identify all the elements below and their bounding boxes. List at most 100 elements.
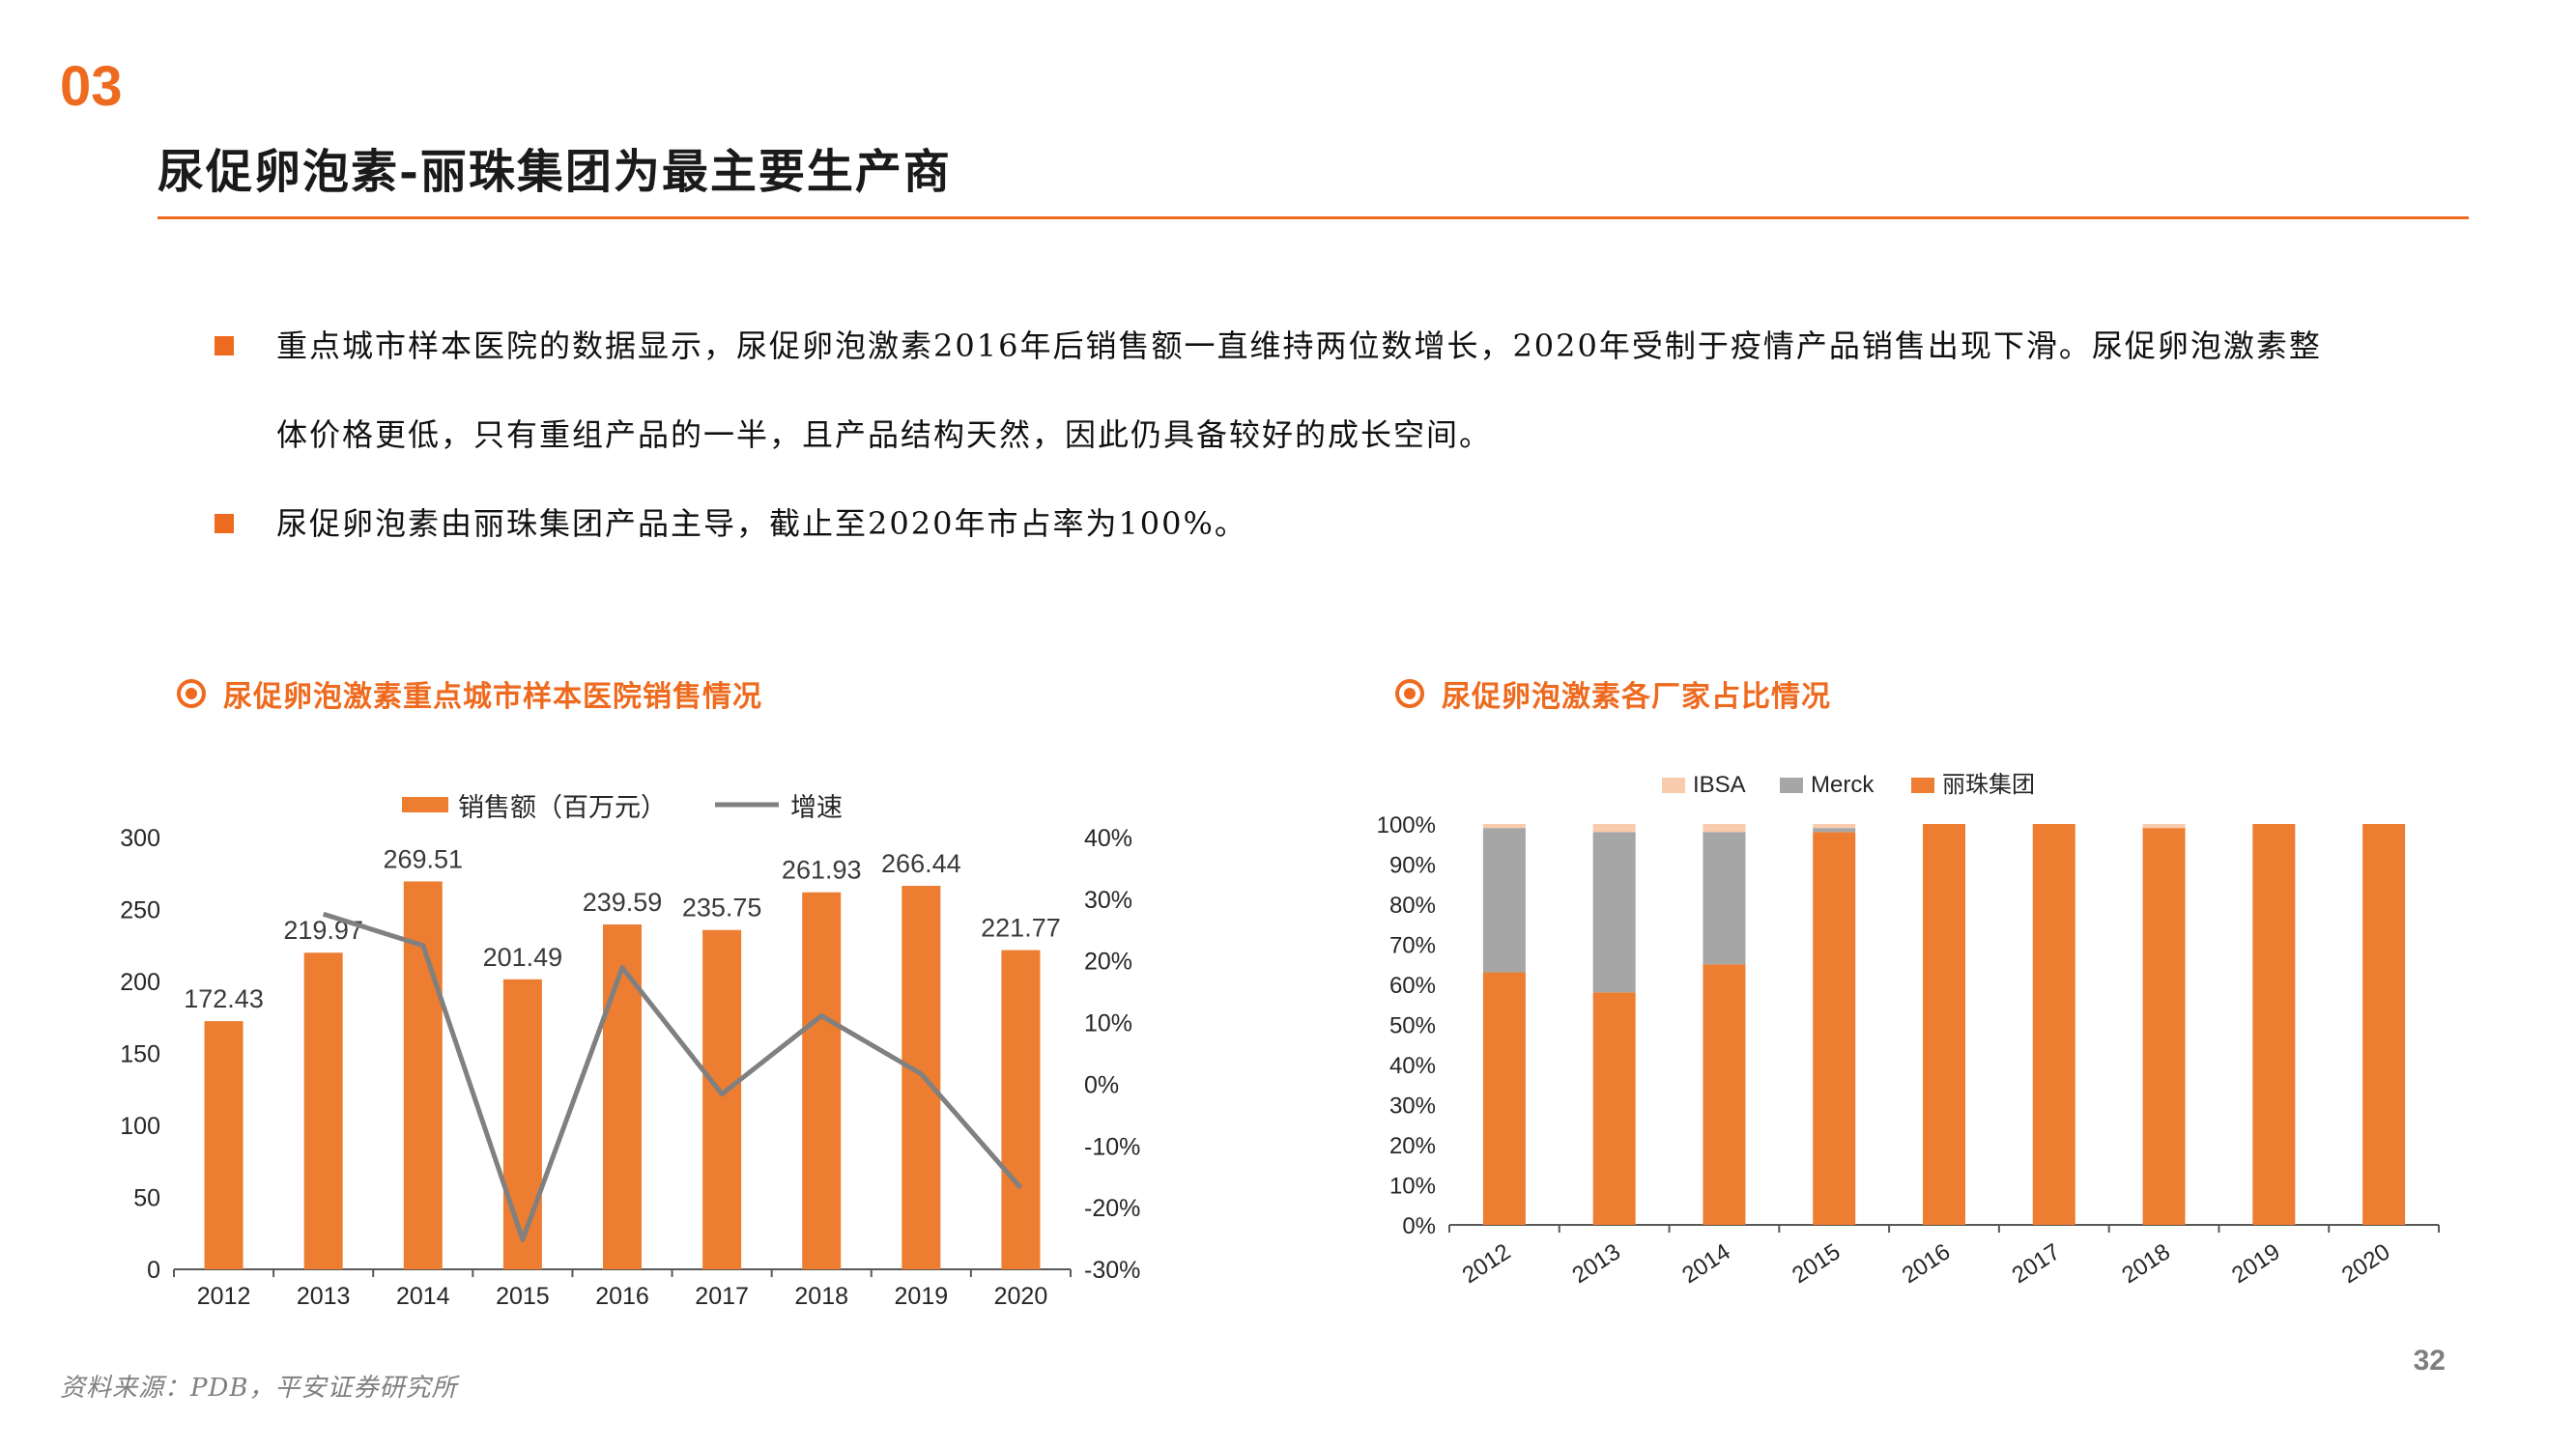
right-axis-tick-label: 0% <box>1084 1071 1119 1098</box>
share-bar-丽珠集团 <box>1482 972 1526 1225</box>
bullet-square-icon <box>215 336 234 355</box>
bar-value-label: 269.51 <box>383 844 463 873</box>
right-axis-tick-label: -30% <box>1084 1257 1140 1284</box>
sales-bar <box>303 952 343 1269</box>
share-bar-丽珠集团 <box>1813 832 1856 1225</box>
legend-label-growth: 增速 <box>790 793 843 822</box>
left-chart-header: 尿促卵泡激素重点城市样本医院销售情况 <box>177 672 762 715</box>
legend-swatch-丽珠集团 <box>1911 778 1934 793</box>
left-axis-tick-label: 100 <box>120 1113 160 1140</box>
y-axis-tick-label: 100% <box>1377 812 1436 838</box>
y-axis-tick-label: 30% <box>1389 1094 1436 1120</box>
x-axis-label: 2012 <box>197 1283 251 1310</box>
right-chart-header: 尿促卵泡激素各厂家占比情况 <box>1395 672 1831 715</box>
sales-bar <box>702 929 742 1269</box>
legend-label-sales: 销售额（百万元） <box>458 793 667 822</box>
sales-bar <box>603 924 642 1269</box>
bar-value-label: 172.43 <box>184 984 264 1013</box>
legend-label-丽珠集团: 丽珠集团 <box>1942 772 2035 798</box>
bar-value-label: 239.59 <box>583 888 663 917</box>
bullet-text: 重点城市样本医院的数据显示，尿促卵泡激素2016年后销售额一直维持两位数增长，2… <box>276 327 2322 453</box>
legend-swatch-Merck <box>1780 778 1803 793</box>
bullet-item: 尿促卵泡素由丽珠集团产品主导，截止至2020年市占率为100%。 <box>215 479 2331 568</box>
bar-value-label: 266.44 <box>881 849 961 878</box>
left-axis-tick-label: 50 <box>133 1185 160 1212</box>
bar-value-label: 261.93 <box>782 856 862 885</box>
right-axis-tick-label: -10% <box>1084 1133 1140 1160</box>
sales-bar <box>1001 950 1041 1269</box>
page-title: 尿促卵泡素-丽珠集团为最主要生产商 <box>157 145 952 199</box>
x-axis-label: 2012 <box>1458 1238 1515 1289</box>
y-axis-tick-label: 20% <box>1389 1133 1436 1159</box>
sales-growth-chart: 0 50 100 150 200 250 300 -30% -20% -10% 0% 10% 20% 30… <box>120 793 1140 1310</box>
x-axis-label: 2020 <box>2337 1238 2394 1289</box>
legend-label-IBSA: IBSA <box>1693 772 1746 798</box>
x-axis-label: 2017 <box>695 1283 749 1310</box>
page-number: 32 <box>2413 1345 2446 1377</box>
x-axis-label: 2013 <box>1567 1238 1624 1289</box>
right-axis-tick-label: 30% <box>1084 887 1132 914</box>
share-bar-丽珠集团 <box>2032 824 2075 1225</box>
left-axis-tick-label: 0 <box>147 1257 160 1284</box>
share-bar-IBSA <box>1813 824 1856 829</box>
y-axis-tick-label: 80% <box>1389 893 1436 919</box>
legend-swatch-sales <box>402 797 448 812</box>
x-axis-label: 2013 <box>297 1283 351 1310</box>
bullet-item: 重点城市样本医院的数据显示，尿促卵泡激素2016年后销售额一直维持两位数增长，2… <box>215 301 2331 479</box>
share-bar-Merck <box>1592 832 1636 993</box>
x-axis-label: 2020 <box>994 1283 1048 1310</box>
x-axis-label: 2014 <box>396 1283 450 1310</box>
sales-bar <box>204 1021 243 1269</box>
target-dot-icon <box>186 688 197 699</box>
x-axis-label: 2018 <box>794 1283 848 1310</box>
sales-bar <box>802 892 842 1269</box>
bullet-text: 尿促卵泡素由丽珠集团产品主导，截止至2020年市占率为100%。 <box>276 505 1247 542</box>
share-bar-丽珠集团 <box>1923 824 1965 1225</box>
share-bar-丽珠集团 <box>1592 992 1636 1225</box>
y-axis-tick-label: 60% <box>1389 973 1436 999</box>
share-bar-IBSA <box>2142 824 2186 829</box>
right-axis-tick-label: 10% <box>1084 1010 1132 1037</box>
x-axis-label: 2019 <box>895 1283 949 1310</box>
sales-bar <box>902 886 941 1269</box>
bullet-list: 重点城市样本医院的数据显示，尿促卵泡激素2016年后销售额一直维持两位数增长，2… <box>215 301 2331 568</box>
bullet-square-icon <box>215 514 234 533</box>
y-axis-tick-label: 40% <box>1389 1053 1436 1079</box>
share-bar-Merck <box>1813 828 1856 833</box>
left-axis-tick-label: 150 <box>120 1041 160 1068</box>
section-number: 03 <box>60 55 123 118</box>
share-bar-Merck <box>1703 832 1746 965</box>
left-axis-tick-label: 200 <box>120 969 160 996</box>
target-icon <box>1395 679 1424 708</box>
y-axis-tick-label: 0% <box>1402 1213 1436 1239</box>
x-axis-label: 2015 <box>496 1283 550 1310</box>
right-axis-tick-label: -20% <box>1084 1195 1140 1222</box>
legend-label-Merck: Merck <box>1811 772 1875 798</box>
title-underline <box>157 216 2469 219</box>
x-axis-label: 2017 <box>2008 1238 2065 1289</box>
x-axis-label: 2019 <box>2227 1238 2284 1289</box>
x-axis-label: 2018 <box>2117 1238 2174 1289</box>
x-axis-label: 2015 <box>1788 1238 1845 1289</box>
share-bar-Merck <box>1482 828 1526 973</box>
y-axis-tick-label: 50% <box>1389 1013 1436 1039</box>
share-bar-丽珠集团 <box>1703 964 1746 1225</box>
left-chart-title: 尿促卵泡激素重点城市样本医院销售情况 <box>223 680 762 714</box>
y-axis-tick-label: 10% <box>1389 1174 1436 1200</box>
right-axis-tick-label: 40% <box>1084 825 1132 852</box>
y-axis-tick-label: 90% <box>1389 853 1436 879</box>
x-axis-label: 2014 <box>1677 1238 1734 1289</box>
growth-line <box>322 911 1023 1242</box>
bar-value-label: 235.75 <box>682 894 762 923</box>
source-note: 资料来源：PDB，平安证券研究所 <box>60 1374 458 1403</box>
bar-value-label: 221.77 <box>981 914 1061 943</box>
bar-value-label: 201.49 <box>483 943 563 972</box>
share-bar-丽珠集团 <box>2252 824 2296 1225</box>
left-axis-tick-label: 250 <box>120 897 160 924</box>
right-chart-title: 尿促卵泡激素各厂家占比情况 <box>1442 680 1831 714</box>
left-axis-tick-label: 300 <box>120 825 160 852</box>
sales-bar <box>502 979 542 1269</box>
x-axis-label: 2016 <box>1898 1238 1955 1289</box>
share-bar-丽珠集团 <box>2142 828 2186 1225</box>
